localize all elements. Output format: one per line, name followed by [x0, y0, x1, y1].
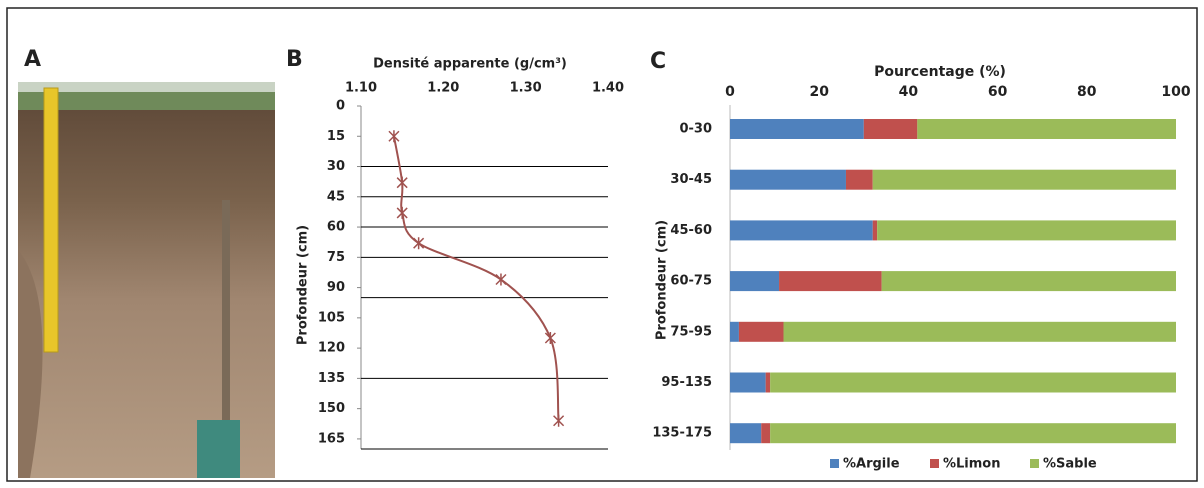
- marker: [388, 130, 400, 143]
- x-tick-label: 80: [1077, 84, 1097, 100]
- bar-segment: [783, 321, 1176, 342]
- legend-label: %Sable: [1043, 457, 1097, 472]
- y-tick-label: 45-60: [670, 223, 712, 238]
- bar-segment: [881, 271, 1176, 292]
- bar-segment: [770, 372, 1176, 393]
- legend-swatch: [930, 459, 939, 468]
- y-tick-label: 135-175: [652, 426, 712, 441]
- bar-segment: [730, 119, 864, 139]
- marker: [413, 237, 425, 250]
- x-tick-label: 1.20: [427, 81, 459, 96]
- y-tick-label: 120: [318, 341, 345, 356]
- legend-swatch: [1030, 459, 1039, 468]
- bar-segment: [877, 220, 1176, 241]
- y-tick-label: 60: [327, 220, 345, 235]
- y-tick-label: 75-95: [670, 324, 712, 339]
- y-tick-label: 150: [318, 401, 345, 416]
- bar-segment: [770, 423, 1176, 444]
- y-tick-label: 75: [327, 250, 345, 265]
- bar-segment: [730, 220, 873, 241]
- x-tick-label: 1.10: [345, 81, 377, 96]
- bar-segment: [765, 372, 771, 393]
- bar-segment: [730, 321, 739, 342]
- bar-segment: [730, 169, 846, 190]
- y-tick-label: 90: [327, 280, 345, 295]
- chart-title: Densité apparente (g/cm³): [373, 57, 567, 72]
- bar-segment: [730, 423, 762, 444]
- bar-segment: [872, 220, 878, 241]
- marker: [396, 206, 408, 219]
- y-tick-label: 0: [336, 99, 345, 114]
- photo: [18, 82, 275, 478]
- y-tick-label: 45: [327, 189, 345, 204]
- bar-segment: [730, 271, 780, 292]
- y-tick-label: 105: [318, 310, 345, 325]
- legend-swatch: [830, 459, 839, 468]
- y-tick-label: 30: [327, 159, 345, 174]
- marker: [396, 176, 408, 189]
- bar-segment: [917, 119, 1176, 139]
- x-tick-label: 60: [988, 84, 1008, 100]
- y-tick-label: 60-75: [670, 274, 712, 289]
- bar-segment: [738, 321, 784, 342]
- marker: [553, 414, 565, 427]
- bar-segment: [863, 119, 918, 139]
- bar-segment: [761, 423, 771, 444]
- bar-segment: [779, 271, 882, 292]
- y-tick-label: 95-135: [661, 375, 712, 390]
- legend-label: %Limon: [943, 457, 1001, 472]
- y-tick-label: 165: [318, 431, 345, 446]
- y-tick-label: 30-45: [670, 172, 712, 187]
- marker: [544, 332, 556, 345]
- y-tick-label: 0-30: [679, 122, 712, 137]
- marker: [495, 273, 507, 286]
- y-axis-label: Profondeur (cm): [296, 225, 311, 345]
- y-axis-label: Profondeur (cm): [655, 220, 670, 340]
- bar-segment: [730, 372, 766, 393]
- y-tick-label: 135: [318, 371, 345, 386]
- x-tick-label: 1.30: [510, 81, 542, 96]
- x-tick-label: 20: [809, 84, 829, 100]
- panel-label: C: [650, 49, 666, 74]
- panel-label: B: [286, 47, 303, 72]
- legend-label: %Argile: [843, 457, 900, 472]
- x-tick-label: 100: [1161, 84, 1190, 100]
- bar-segment: [872, 169, 1176, 190]
- chart-title: Pourcentage (%): [874, 64, 1006, 80]
- x-tick-label: 1.40: [592, 81, 624, 96]
- x-tick-label: 40: [899, 84, 919, 100]
- x-tick-label: 0: [725, 84, 735, 100]
- panel-label: A: [24, 47, 41, 72]
- bar-segment: [845, 169, 873, 190]
- y-tick-label: 15: [327, 129, 345, 144]
